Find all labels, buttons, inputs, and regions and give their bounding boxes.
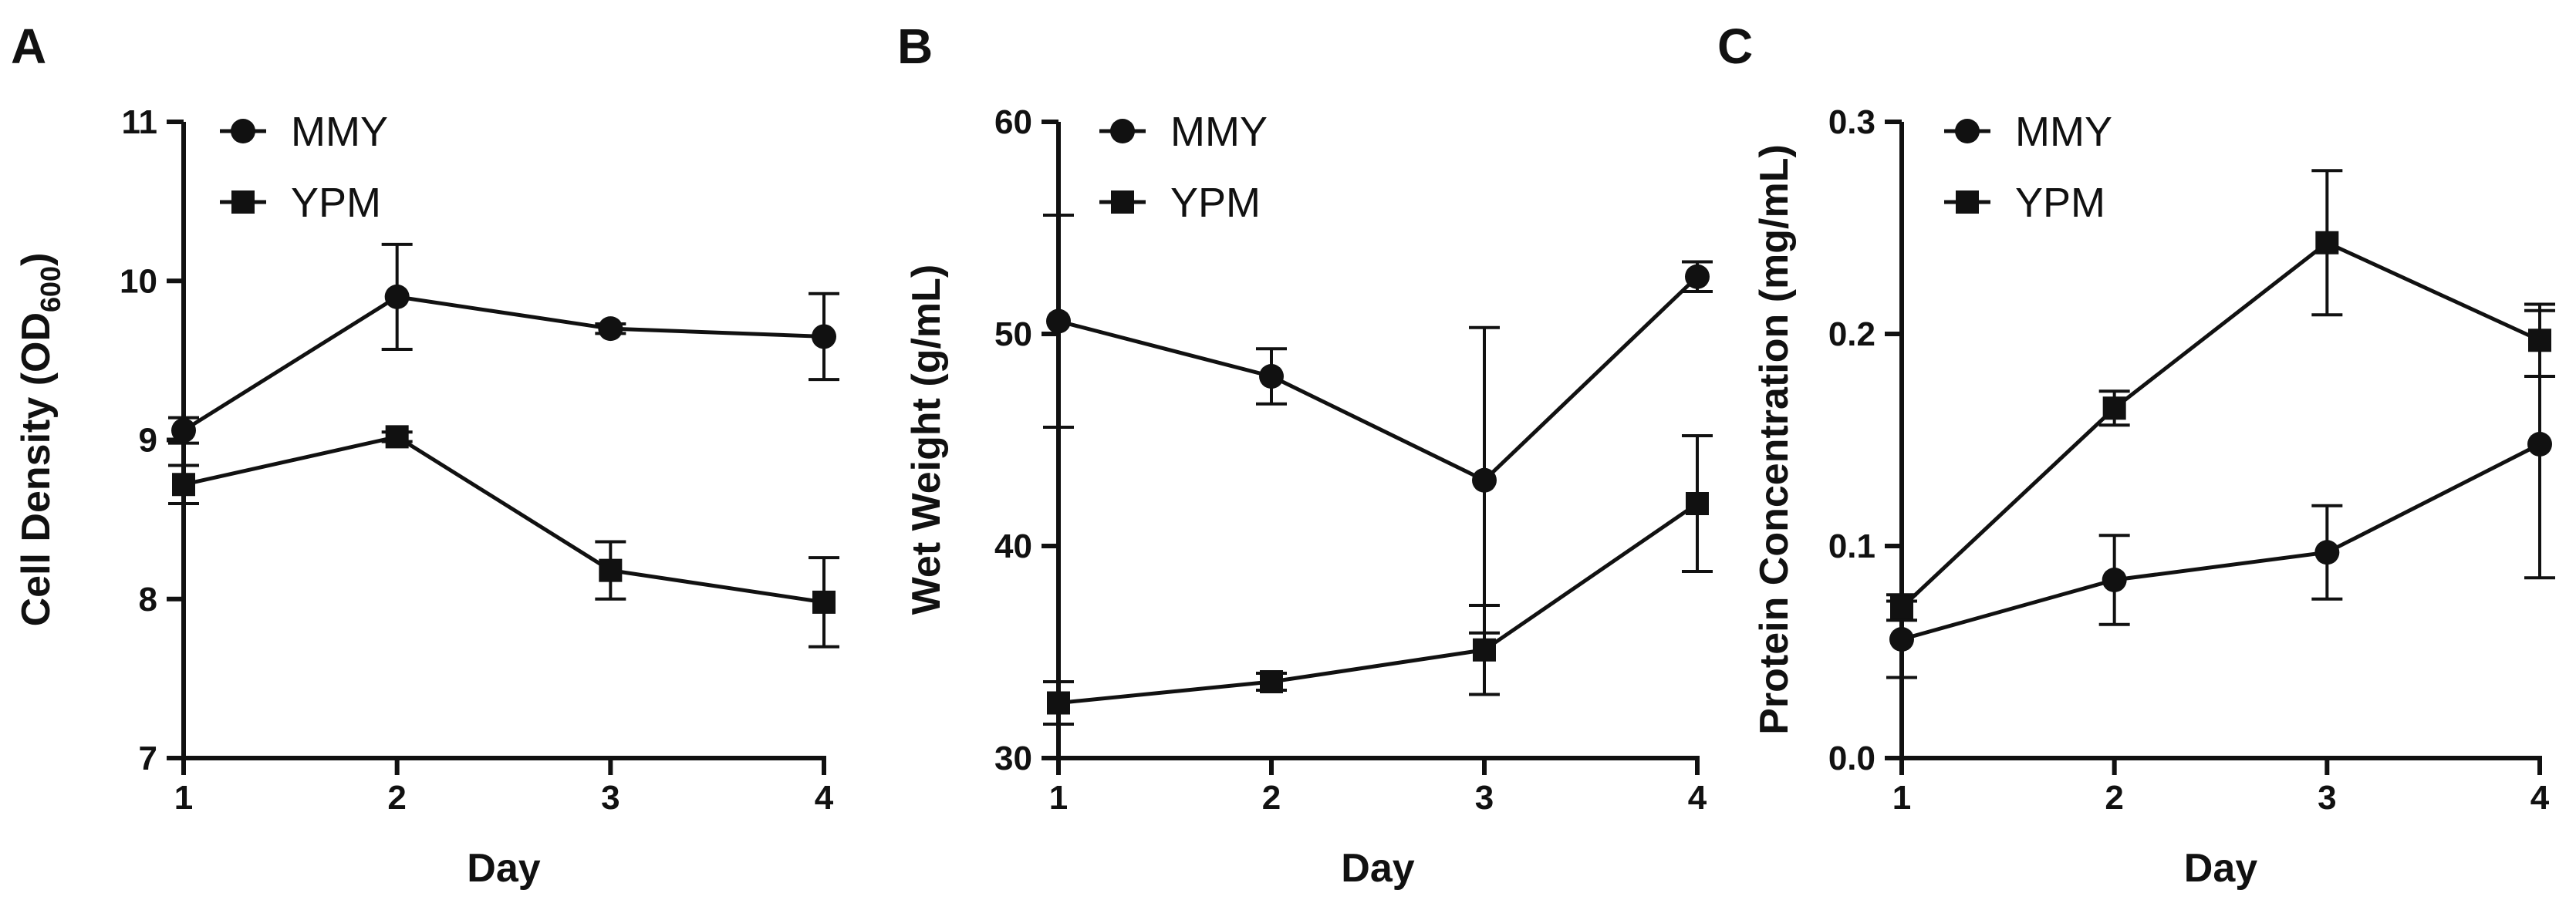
panel-b: B 30 40 50 60 1 2 3 4 Day Wet Weight (g/mL) MMY YPM xyxy=(897,19,1713,891)
x-tick-label: 4 xyxy=(1688,779,1707,817)
series-ypm xyxy=(1886,169,2555,622)
series-mmy xyxy=(1043,214,1713,635)
series-mmy xyxy=(1886,308,2555,679)
data-point-circle xyxy=(1472,467,1497,493)
y-tick-label: 7 xyxy=(139,740,157,777)
data-point-square xyxy=(2315,231,2339,254)
y-axis-title: Cell Density (OD600) xyxy=(14,253,66,627)
legend-label: MMY xyxy=(1170,109,1268,155)
legend-square-icon xyxy=(231,190,255,214)
x-tick-label: 1 xyxy=(1049,779,1068,817)
y-tick-label: 50 xyxy=(994,315,1032,353)
series-line xyxy=(1901,442,2541,642)
series-line xyxy=(1058,275,1699,483)
data-point-circle xyxy=(384,284,410,309)
legend-square-icon xyxy=(1956,190,1979,214)
y-tick-label: 0.0 xyxy=(1828,740,1875,777)
legend-label: MMY xyxy=(2015,109,2112,155)
legend-circle-icon xyxy=(1110,119,1135,143)
data-point-circle xyxy=(2102,568,2127,592)
x-tick-label: 3 xyxy=(601,779,620,817)
data-point-square xyxy=(812,590,836,614)
data-point-circle xyxy=(812,324,836,349)
series-ypm xyxy=(1043,434,1713,726)
data-point-circle xyxy=(1889,627,1914,652)
panel-c: C 0.0 0.1 0.2 0.3 1 2 3 4 Day Protein Concentratio… xyxy=(1717,19,2555,891)
legend-label: MMY xyxy=(291,109,388,155)
legend-circle-icon xyxy=(231,119,255,143)
series-line xyxy=(1058,501,1699,705)
series-line xyxy=(182,295,825,433)
series-line xyxy=(183,434,825,605)
x-tick-label: 3 xyxy=(2318,779,2336,817)
legend-label: YPM xyxy=(291,180,381,226)
x-tick-label: 2 xyxy=(1262,779,1281,817)
x-axis-title: Day xyxy=(467,846,540,891)
legend: MMY YPM xyxy=(1944,109,2112,226)
y-tick-label: 0.1 xyxy=(1828,527,1875,565)
legend: MMY YPM xyxy=(1099,109,1268,226)
y-axis-title: Wet Weight (g/mL) xyxy=(904,265,949,615)
x-tick-label: 3 xyxy=(1475,779,1494,817)
y-axis-title: Protein Concentration (mg/mL) xyxy=(1752,144,1797,735)
x-axis-title: Day xyxy=(2184,846,2257,891)
series-mmy xyxy=(168,242,839,445)
series-ypm xyxy=(168,425,839,649)
y-tick-label: 30 xyxy=(994,740,1032,777)
y-tick-label: 8 xyxy=(139,581,157,618)
x-axis-title: Day xyxy=(1341,846,1414,891)
data-point-square xyxy=(1047,691,1070,715)
x-tick-label: 1 xyxy=(174,779,193,817)
y-tick-label: 40 xyxy=(994,527,1032,565)
legend-circle-icon xyxy=(1955,119,1980,143)
data-point-square xyxy=(1260,670,1283,693)
legend-square-icon xyxy=(1111,190,1134,214)
data-point-circle xyxy=(598,316,623,342)
data-point-square xyxy=(1890,595,1913,619)
data-point-square xyxy=(2102,396,2126,420)
panel-letter: B xyxy=(897,19,933,74)
y-tick-label: 0.2 xyxy=(1828,315,1875,353)
data-point-square xyxy=(599,558,623,582)
data-point-circle xyxy=(1046,308,1071,334)
data-point-square xyxy=(1473,638,1496,662)
data-point-square xyxy=(2528,329,2551,352)
x-tick-label: 4 xyxy=(815,779,834,817)
x-tick-label: 4 xyxy=(2530,779,2550,817)
data-point-square xyxy=(1686,492,1709,515)
x-tick-label: 2 xyxy=(387,779,406,817)
data-point-circle xyxy=(1259,364,1284,389)
series-line xyxy=(1900,240,2541,609)
y-tick-label: 9 xyxy=(139,422,157,460)
panel-letter: C xyxy=(1717,19,1753,74)
y-tick-label: 10 xyxy=(120,262,157,300)
y-tick-label: 60 xyxy=(994,103,1032,141)
y-tick-label: 11 xyxy=(121,103,157,141)
data-point-square xyxy=(172,473,195,497)
data-point-circle xyxy=(1685,264,1710,289)
y-tick-label: 0.3 xyxy=(1828,103,1875,141)
legend-label: YPM xyxy=(1170,180,1261,226)
data-point-circle xyxy=(2314,540,2340,565)
x-tick-label: 1 xyxy=(1892,779,1911,817)
data-point-circle xyxy=(2527,432,2552,457)
legend: MMY YPM xyxy=(220,109,388,226)
data-point-square xyxy=(385,425,409,449)
legend-label: YPM xyxy=(2015,180,2105,226)
x-tick-label: 2 xyxy=(2105,779,2123,817)
data-point-circle xyxy=(171,418,196,443)
panel-letter: A xyxy=(11,19,46,74)
